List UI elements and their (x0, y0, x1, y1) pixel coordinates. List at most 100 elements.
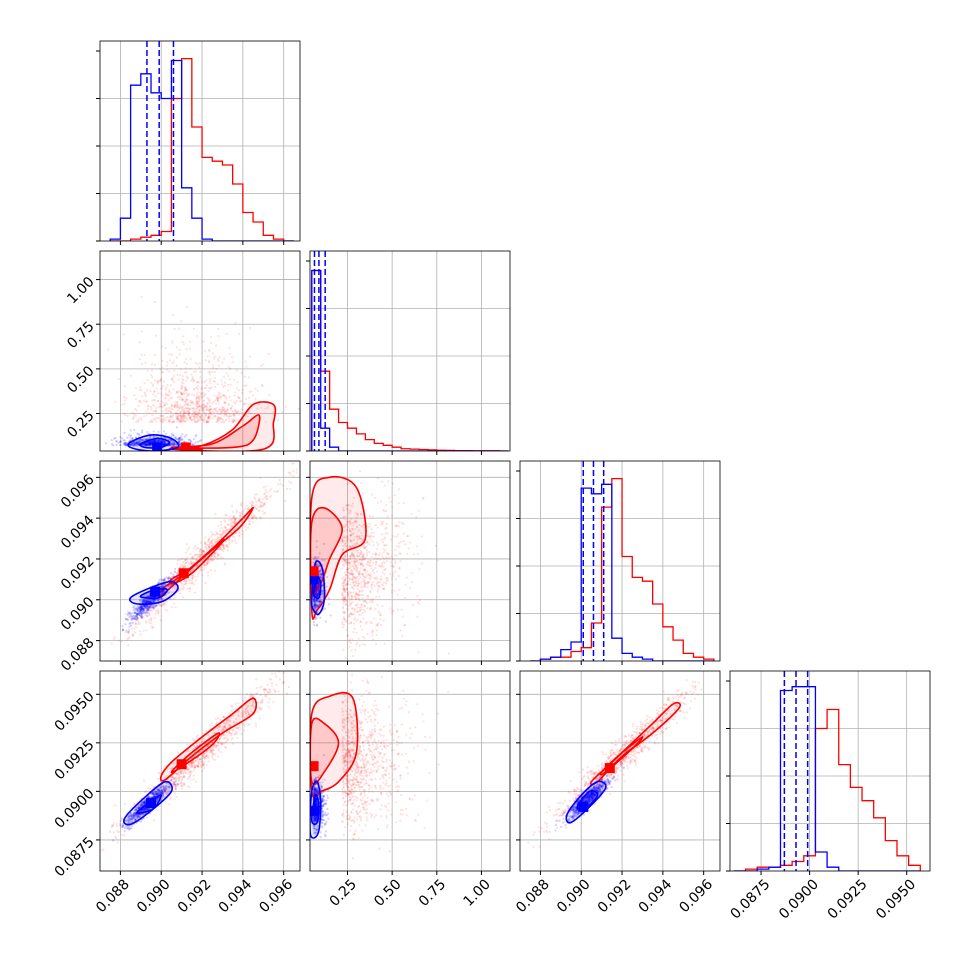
scatter-point (417, 601, 420, 604)
scatter-point (287, 471, 290, 474)
scatter-point (151, 599, 155, 603)
scatter-point (179, 419, 182, 422)
scatter-point (209, 407, 212, 411)
scatter-point (213, 394, 216, 397)
scatter-point (190, 443, 193, 446)
scatter-point (182, 415, 185, 418)
scatter-point (155, 439, 158, 442)
scatter-point (371, 629, 374, 632)
scatter-point (194, 435, 197, 438)
scatter-point (215, 421, 218, 424)
scatter-point (151, 369, 154, 372)
scatter-point (200, 393, 203, 396)
scatter-point (136, 609, 139, 613)
scatter-point (218, 417, 221, 420)
scatter-point (143, 437, 146, 441)
scatter-point (216, 552, 219, 555)
scatter-point (395, 524, 398, 527)
scatter-point (208, 349, 211, 353)
scatter-point (171, 421, 174, 424)
scatter-point (405, 576, 408, 579)
scatter-point (133, 442, 136, 445)
scatter-point (145, 443, 148, 447)
scatter-point (132, 441, 135, 444)
scatter-point (270, 488, 273, 491)
scatter-point (347, 590, 350, 593)
scatter-point (292, 470, 295, 473)
scatter-point (176, 404, 179, 407)
scatter-point (165, 416, 169, 419)
scatter-point (187, 411, 191, 414)
scatter-point (117, 639, 120, 642)
scatter-point (263, 493, 266, 496)
scatter-point (137, 622, 140, 626)
scatter-point (345, 520, 348, 524)
scatter-point (152, 393, 155, 396)
scatter-point (370, 631, 374, 635)
scatter-point (315, 604, 318, 607)
scatter-point (344, 573, 348, 577)
scatter-point (218, 536, 221, 539)
scatter-point (361, 564, 365, 567)
scatter-point (178, 439, 181, 442)
scatter-point (351, 554, 354, 557)
scatter-point (179, 390, 182, 394)
scatter-point (143, 611, 146, 614)
scatter-point (255, 500, 258, 504)
scatter-point (148, 441, 152, 444)
scatter-point (235, 369, 238, 372)
scatter-point (228, 539, 231, 543)
scatter-point (351, 601, 354, 604)
scatter-point (214, 386, 217, 389)
scatter-point (136, 442, 140, 446)
scatter-point (175, 391, 178, 395)
scatter-point (143, 604, 146, 607)
scatter-point (237, 389, 241, 392)
scatter-point (173, 420, 176, 423)
scatter-point (199, 555, 202, 558)
scatter-point (321, 583, 324, 586)
scatter-point (184, 412, 187, 415)
scatter-point (141, 439, 145, 442)
scatter-point (159, 405, 162, 408)
scatter-point (234, 408, 237, 412)
scatter-point (145, 606, 149, 610)
scatter-point (218, 395, 221, 398)
scatter-point (143, 598, 146, 602)
scatter-point (312, 620, 315, 624)
scatter-point (223, 412, 227, 415)
scatter-point (355, 520, 358, 523)
scatter-point (179, 413, 182, 417)
scatter-point (205, 408, 208, 412)
scatter-point (221, 361, 224, 364)
scatter-point (160, 418, 163, 421)
scatter-point (360, 585, 363, 588)
scatter-point (169, 384, 172, 387)
scatter-point (354, 591, 357, 594)
scatter-point (370, 585, 373, 588)
scatter-point (313, 606, 316, 609)
scatter-point (205, 420, 208, 424)
scatter-point (178, 327, 181, 330)
scatter-point (250, 503, 253, 506)
scatter-point (177, 378, 180, 381)
scatter-point (131, 442, 134, 445)
scatter-point (130, 443, 134, 446)
scatter-point (353, 544, 357, 547)
scatter-point (341, 591, 344, 595)
scatter-point (313, 600, 316, 603)
scatter-point (221, 543, 225, 546)
scatter-point (171, 443, 174, 447)
scatter-point (313, 602, 316, 606)
scatter-point (344, 558, 347, 562)
scatter-point (245, 402, 248, 405)
scatter-point (156, 439, 160, 443)
scatter-point (344, 619, 347, 622)
scatter-point (199, 553, 202, 556)
scatter-point (181, 399, 185, 402)
scatter-point (200, 392, 203, 396)
scatter-point (343, 544, 346, 547)
scatter-point (348, 519, 351, 523)
scatter-point (383, 484, 386, 487)
scatter-point (188, 546, 191, 550)
